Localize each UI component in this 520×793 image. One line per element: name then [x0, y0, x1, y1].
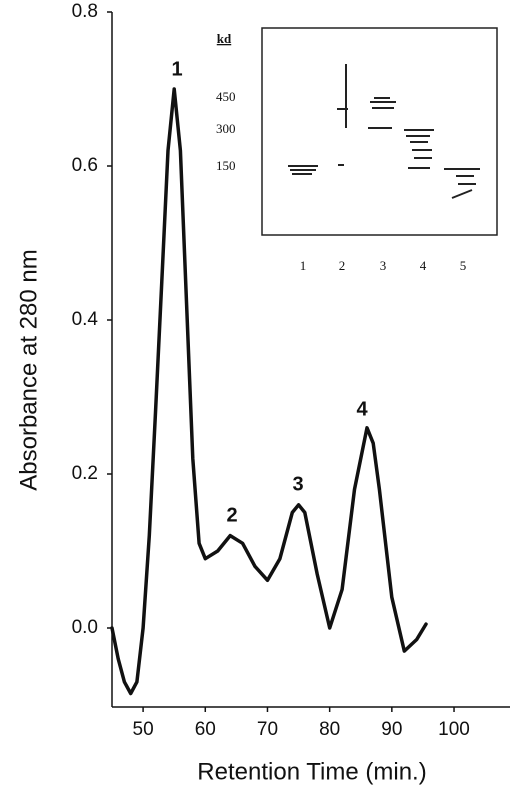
peak-label: 4	[356, 398, 368, 420]
inset-frame	[261, 27, 498, 236]
x-tick-label: 90	[381, 719, 402, 740]
lane-label: 3	[380, 258, 387, 273]
peak-label: 2	[226, 504, 237, 526]
x-tick-label: 80	[319, 719, 340, 740]
band	[337, 64, 348, 166]
lane-label: 4	[420, 258, 427, 273]
peak-label: 1	[171, 58, 182, 80]
band	[368, 97, 396, 129]
inset-gel: kd 450 300 150 1 2 3 4 5	[216, 27, 498, 273]
marker-label: 450	[216, 89, 236, 104]
lane-label: 5	[460, 258, 467, 273]
peak-label: 3	[292, 473, 303, 495]
gel-bands	[288, 64, 480, 199]
x-tick-label: 50	[133, 719, 154, 740]
marker-label: 300	[216, 121, 236, 136]
lane-label: 2	[339, 258, 346, 273]
absorbance-line	[110, 87, 428, 696]
y-tick-label: 0.4	[72, 309, 99, 330]
inset-unit: kd	[217, 31, 232, 46]
lane-label: 1	[300, 258, 307, 273]
x-tick-label: 70	[257, 719, 278, 740]
y-tick-label: 0.8	[72, 1, 98, 22]
y-tick-label: 0.6	[72, 155, 98, 176]
x-axis-title: Retention Time (min.)	[197, 758, 426, 785]
x-tick-label: 60	[195, 719, 216, 740]
band	[288, 165, 318, 175]
y-tick-label: 0.0	[72, 617, 98, 638]
y-tick-label: 0.2	[72, 463, 98, 484]
x-tick-label: 100	[438, 719, 470, 740]
marker-label: 150	[216, 158, 236, 173]
y-axis-title: Absorbance at 280 nm	[15, 249, 42, 491]
band	[404, 129, 434, 169]
band	[444, 168, 480, 199]
